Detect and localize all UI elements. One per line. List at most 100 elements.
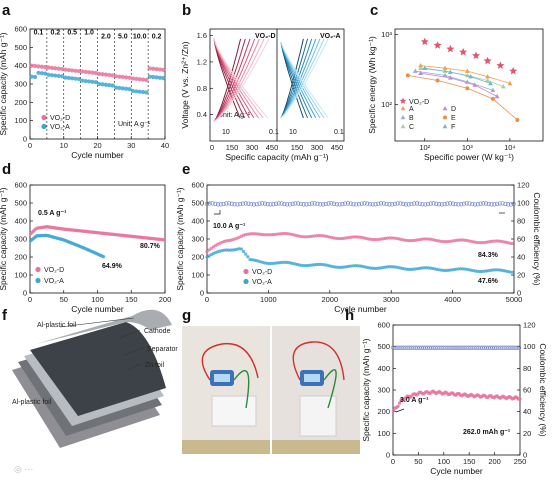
b-rate-lo-right: 0.1 bbox=[334, 129, 344, 136]
a-point-vo2a bbox=[117, 85, 122, 91]
a-point-vo2d bbox=[53, 66, 58, 71]
h-ce-point bbox=[409, 345, 414, 350]
e-ce-point bbox=[271, 202, 276, 207]
h-y2-tick-label: 40 bbox=[523, 407, 531, 416]
e-ce-point bbox=[296, 201, 301, 206]
a-point-vo2d bbox=[127, 75, 132, 80]
h-y2-tick-label: 120 bbox=[523, 321, 536, 330]
b-discharge-curve-vo2d bbox=[213, 38, 246, 119]
e-ce-point bbox=[320, 202, 326, 207]
c-point bbox=[435, 78, 440, 83]
pouch-cell-2 bbox=[299, 395, 337, 437]
h-x-tick-label: 200 bbox=[488, 457, 501, 466]
d-y-tick-label: 0 bbox=[23, 289, 27, 298]
a-point-vo2d bbox=[43, 65, 48, 70]
c-legend-label: A bbox=[409, 106, 414, 113]
a-point-vo2d bbox=[63, 67, 68, 72]
a-point-vo2a bbox=[73, 76, 78, 81]
e-y2-tick-label: 100 bbox=[517, 199, 530, 208]
b-charge-curve-vo2d bbox=[213, 38, 256, 122]
a-point-vo2d bbox=[117, 74, 122, 79]
a-point-vo2d bbox=[124, 75, 129, 80]
e-point-vo2d bbox=[510, 241, 514, 246]
a-legend-marker bbox=[41, 123, 47, 130]
d-x-tick-label: 150 bbox=[125, 295, 138, 304]
b-discharge-curve-vo2d bbox=[213, 38, 259, 119]
h-ce-point bbox=[482, 345, 487, 350]
h-ce-point bbox=[510, 345, 515, 350]
e-ce-point bbox=[414, 201, 420, 206]
label-separator: Separator bbox=[147, 346, 178, 353]
c-legend-label: D bbox=[451, 106, 456, 113]
a-point-vo2d bbox=[140, 77, 146, 82]
e-ce-point bbox=[345, 201, 351, 206]
layer-al-foil-top bbox=[36, 309, 172, 344]
a-point-vo2d bbox=[110, 73, 115, 78]
b-discharge-curve-vo2d bbox=[213, 38, 241, 119]
e-point-vo2a bbox=[510, 270, 514, 274]
e-y-tick-label: 200 bbox=[191, 253, 204, 262]
c-point bbox=[447, 69, 453, 74]
a-point-vo2d bbox=[36, 64, 41, 69]
h-y-axis-title: Specific capacity (mAh g⁻¹) bbox=[361, 338, 371, 441]
e-legend-marker bbox=[243, 268, 249, 275]
e-y-axis-title: Specific capacity (mAh g⁻¹) bbox=[175, 187, 185, 290]
e-ce-point bbox=[276, 201, 281, 206]
h-ce-point bbox=[425, 345, 430, 350]
a-point-vo2a bbox=[93, 80, 98, 85]
b-discharge-curve-vo2a bbox=[280, 42, 321, 119]
e-ce-point bbox=[356, 202, 362, 207]
h-ce-point bbox=[514, 345, 520, 350]
a-x-tick-label: 0 bbox=[28, 141, 32, 150]
b-y-tick-label: 1.6 bbox=[197, 31, 207, 40]
a-point-vo2d bbox=[73, 68, 78, 73]
a-point-vo2d bbox=[90, 70, 95, 75]
e-ce-point bbox=[337, 202, 342, 207]
a-point-vo2d bbox=[83, 69, 88, 74]
e-ce-point bbox=[210, 201, 215, 206]
a-point-vo2a bbox=[86, 79, 92, 84]
a-rate-label: 0.1 bbox=[34, 30, 44, 37]
h-ce-point bbox=[464, 345, 469, 350]
h-ce-point bbox=[500, 345, 505, 350]
b-discharge-curve-vo2a bbox=[280, 42, 329, 119]
c-point bbox=[405, 73, 410, 78]
e-ce-point bbox=[434, 201, 439, 206]
a-point-vo2d bbox=[100, 72, 105, 77]
e-ce-point bbox=[298, 201, 304, 207]
panel-label-a: a bbox=[2, 2, 11, 19]
a-rate-label: 0.2 bbox=[50, 30, 60, 37]
c-legend-marker bbox=[400, 124, 406, 129]
d-legend-marker bbox=[35, 277, 41, 284]
chart-d-cycling: 0 50 100 150 200 0 100 200 300 400 500 600 Cycle num… bbox=[0, 181, 171, 315]
h-ce-point bbox=[429, 345, 434, 350]
e-x-tick-label: 4000 bbox=[444, 295, 461, 304]
a-x-axis-title: Cycle number bbox=[71, 150, 124, 160]
panel-label-h: h bbox=[345, 307, 354, 324]
c-legend-marker bbox=[442, 106, 448, 111]
a-point-vo2d bbox=[59, 66, 65, 72]
a-point-vo2a bbox=[107, 83, 112, 88]
e-ce-point bbox=[475, 202, 480, 207]
b-x-tick-label: 0 bbox=[210, 143, 214, 152]
e-ce-point bbox=[495, 201, 500, 206]
c-point bbox=[485, 77, 491, 83]
e-ce-point bbox=[500, 201, 505, 206]
e-ce-point bbox=[417, 201, 422, 206]
a-point-vo2d bbox=[93, 70, 98, 76]
a-point-vo2d bbox=[147, 66, 152, 71]
a-point-vo2a bbox=[97, 81, 102, 87]
b-unit-text: Unit: A g⁻¹ bbox=[218, 112, 251, 119]
a-point-vo2d bbox=[80, 69, 85, 74]
e-ce-point bbox=[227, 201, 232, 206]
e-ce-point bbox=[290, 201, 295, 206]
d-y-tick-label: 300 bbox=[14, 235, 27, 244]
d-legend-marker bbox=[35, 266, 41, 273]
e-point-vo2a bbox=[241, 249, 246, 254]
e-ce-point bbox=[282, 201, 287, 207]
a-point-vo2a bbox=[124, 86, 129, 91]
h-y2-tick-label: 80 bbox=[523, 364, 531, 373]
a-point-vo2d bbox=[70, 68, 75, 73]
b-charge-curve-vo2d bbox=[213, 38, 242, 122]
b-discharge-curve-vo2d bbox=[213, 38, 250, 119]
